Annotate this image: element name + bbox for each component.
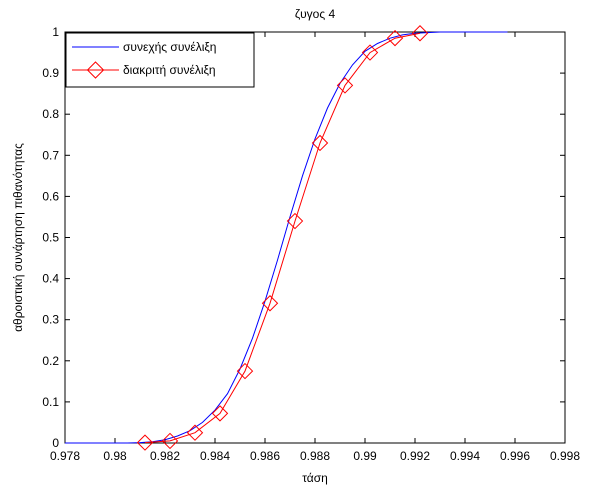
series-line-0 xyxy=(65,31,508,444)
y-tick-label: 0.7 xyxy=(42,148,59,162)
series-layer xyxy=(65,25,508,451)
y-tick-label: 0.5 xyxy=(42,231,59,245)
x-axis-label: τάση xyxy=(302,471,328,485)
chart-title: ζυγος 4 xyxy=(295,7,336,21)
x-tick-label: 0.992 xyxy=(400,449,430,463)
y-tick-label: 0.9 xyxy=(42,66,59,80)
y-tick-label: 0.6 xyxy=(42,189,59,203)
y-tick-label: 0 xyxy=(52,436,59,450)
x-tick-label: 0.982 xyxy=(150,449,180,463)
series-1-point xyxy=(136,434,154,451)
series-line-1 xyxy=(144,32,421,444)
y-tick-label: 0.1 xyxy=(42,395,59,409)
series-1-point xyxy=(361,44,379,61)
x-tick-label: 0.986 xyxy=(250,449,280,463)
x-tick-label: 0.984 xyxy=(200,449,230,463)
y-axis-label: αθροιστική συνάρτηση πιθανότητας xyxy=(11,143,25,332)
series-1-point xyxy=(261,295,279,312)
y-tick-label: 1 xyxy=(52,25,59,39)
series-1-point xyxy=(211,405,229,422)
x-tick-label: 0.988 xyxy=(300,449,330,463)
series-1-point xyxy=(311,134,329,152)
legend-box xyxy=(65,32,255,88)
x-tick-label: 0.99 xyxy=(353,449,377,463)
legend-label-continuous: συνεχής συνέλιξη xyxy=(123,40,216,54)
legend-marker-discrete xyxy=(86,61,105,79)
series-1-point xyxy=(336,77,354,94)
series-1-point xyxy=(286,212,304,230)
legend: συνεχής συνέλιξη διακριτή συνέλιξη xyxy=(65,32,255,88)
y-tick-label: 0.8 xyxy=(42,107,59,121)
series-1-point xyxy=(161,432,179,450)
legend-label-discrete: διακριτή συνέλιξη xyxy=(123,63,216,77)
series-1-point xyxy=(411,25,429,42)
y-tick-label: 0.2 xyxy=(42,354,59,368)
series-1-point xyxy=(186,424,204,441)
y-tick-label: 0.4 xyxy=(42,272,59,286)
series-1-point xyxy=(236,362,254,380)
x-tick-label: 0.998 xyxy=(550,449,580,463)
series-1-point xyxy=(386,29,404,47)
x-tick-label: 0.98 xyxy=(103,449,127,463)
x-tick-label: 0.996 xyxy=(500,449,530,463)
x-tick-label: 0.978 xyxy=(50,449,80,463)
y-tick-label: 0.3 xyxy=(42,313,59,327)
x-tick-label: 0.994 xyxy=(450,449,480,463)
plot-area xyxy=(64,31,566,444)
axis-ticks: 0.978 0.98 0.982 0.984 0.986 0.988 0.99 0.992 0.… xyxy=(42,25,580,463)
